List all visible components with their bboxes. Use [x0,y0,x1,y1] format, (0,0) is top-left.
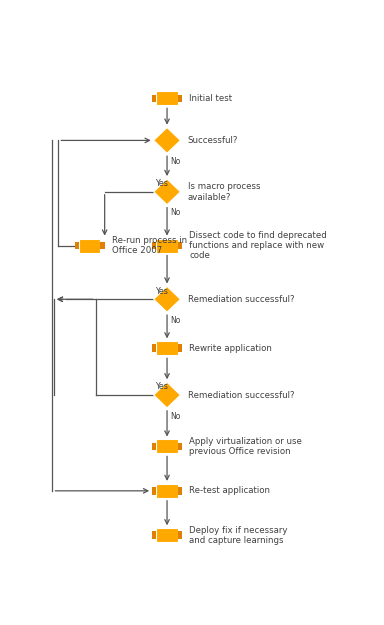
Bar [156,439,178,454]
Text: Yes: Yes [155,286,168,296]
Bar [178,344,182,352]
Text: Apply virtualization or use
previous Office revision: Apply virtualization or use previous Off… [189,437,302,456]
Polygon shape [154,382,180,408]
Bar [156,484,178,498]
Text: Yes: Yes [155,382,168,391]
Bar [178,442,182,450]
Polygon shape [154,179,180,204]
Text: Initial test: Initial test [189,94,233,103]
Bar [152,531,156,539]
Bar [178,242,182,249]
Polygon shape [154,286,180,312]
Polygon shape [154,127,180,153]
Text: No: No [170,316,180,325]
Bar [152,487,156,495]
Text: Re-run process in
Office 2007: Re-run process in Office 2007 [112,236,187,255]
Bar [79,239,100,252]
Bar [156,91,178,106]
Bar [152,242,156,249]
Text: Is macro process
available?: Is macro process available? [188,182,260,201]
Bar [156,528,178,542]
Text: No: No [170,412,180,421]
Text: No: No [170,208,180,217]
Bar [152,344,156,352]
Bar [100,242,105,249]
Text: Remediation successful?: Remediation successful? [188,295,295,304]
Bar [156,341,178,356]
Text: Re-test application: Re-test application [189,486,270,496]
Text: Rewrite application: Rewrite application [189,344,272,353]
Bar [178,94,182,102]
Text: Yes: Yes [155,179,168,188]
Bar [156,239,178,252]
Bar [178,531,182,539]
Text: No: No [170,157,180,166]
Text: Successful?: Successful? [188,136,238,145]
Text: Remediation successful?: Remediation successful? [188,391,295,399]
Text: Dissect code to find deprecated
functions and replace with new
code: Dissect code to find deprecated function… [189,231,327,261]
Bar [152,442,156,450]
Bar [74,242,79,249]
Bar [152,94,156,102]
Bar [178,487,182,495]
Text: Deploy fix if necessary
and capture learnings: Deploy fix if necessary and capture lear… [189,526,288,545]
